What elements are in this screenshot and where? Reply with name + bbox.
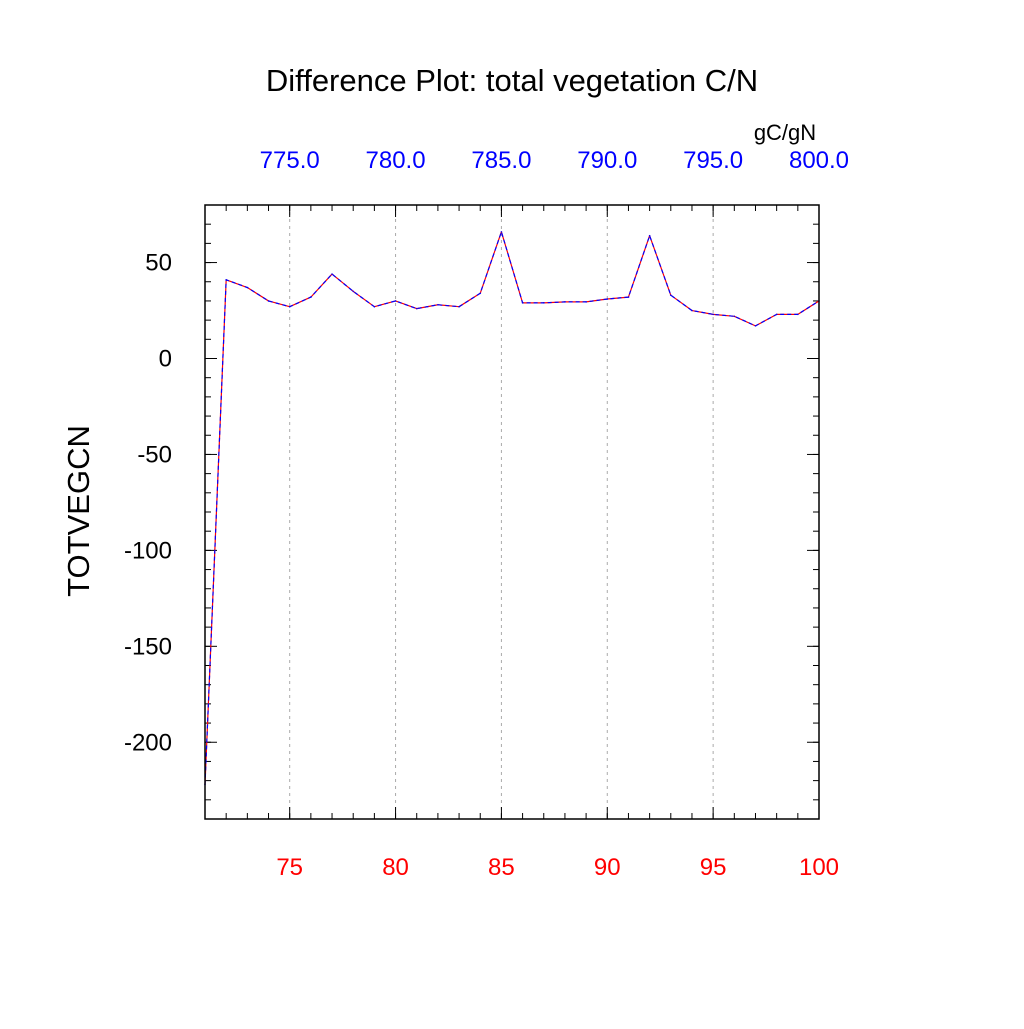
- data-point: [246, 286, 249, 289]
- data-point: [352, 290, 355, 293]
- y-tick-label: -200: [124, 729, 172, 756]
- x-tick-label: 90: [594, 854, 621, 881]
- y-tick-label: -100: [124, 537, 172, 564]
- data-point: [775, 313, 778, 316]
- y-tick-label: -50: [137, 441, 172, 468]
- x-tick-label: 85: [488, 854, 515, 881]
- data-point: [310, 296, 312, 298]
- data-point: [669, 294, 672, 296]
- top-tick-label: 795.0: [683, 147, 743, 174]
- grid-layer: [289, 205, 714, 819]
- data-point: [797, 313, 799, 316]
- y-tick-label: 0: [159, 346, 172, 373]
- series-line-blue: [204, 231, 820, 785]
- data-point: [648, 234, 651, 237]
- top-tick-label: 780.0: [366, 147, 426, 174]
- top-tick-label: 775.0: [260, 147, 320, 174]
- top-tick-label: 790.0: [577, 147, 637, 174]
- y-tick-label-layer: 50 0 -50 -100 -150 -200: [124, 250, 172, 757]
- data-point: [585, 301, 587, 303]
- data-point: [521, 302, 524, 304]
- x-tick-label: 95: [700, 854, 727, 881]
- major-tick-layer: [205, 205, 820, 819]
- units-label: gC/gN: [754, 120, 816, 145]
- top-tick-label: 785.0: [471, 147, 531, 174]
- chart-title: Difference Plot: total vegetation C/N: [266, 63, 758, 98]
- series-layer: [204, 231, 820, 786]
- minor-tick-layer: [204, 204, 820, 820]
- data-point: [733, 315, 736, 318]
- x-tick-label: 80: [382, 854, 409, 881]
- x-tick-label: 100: [799, 854, 839, 881]
- data-point: [458, 305, 460, 308]
- data-point: [500, 231, 503, 233]
- data-point: [479, 292, 482, 295]
- x-tick-label: 75: [276, 854, 303, 881]
- x-tick-label-layer: 75 80 85 90 95 100: [276, 854, 839, 881]
- data-point: [373, 305, 376, 308]
- data-point: [712, 313, 714, 316]
- top-tick-label: 800.0: [789, 147, 849, 174]
- data-point: [437, 303, 439, 306]
- data-point: [331, 273, 333, 275]
- y-tick-label: 50: [145, 250, 172, 277]
- data-point: [606, 298, 609, 300]
- series-line-red: [204, 231, 820, 785]
- y-tick-label: -150: [124, 633, 172, 660]
- data-point: [288, 305, 291, 308]
- top-tick-label-layer: 775.0 780.0 785.0 790.0 795.0 800.0: [260, 147, 849, 174]
- y-axis-label: TOTVEGCN: [61, 425, 96, 597]
- data-point: [394, 300, 397, 302]
- data-point: [754, 325, 757, 327]
- data-point: [267, 300, 270, 302]
- data-point: [225, 279, 227, 281]
- plot-frame: [204, 204, 820, 820]
- data-point: [627, 296, 630, 298]
- data-point: [542, 302, 545, 304]
- data-point: [415, 307, 418, 310]
- data-point: [691, 309, 693, 312]
- data-point: [564, 301, 566, 303]
